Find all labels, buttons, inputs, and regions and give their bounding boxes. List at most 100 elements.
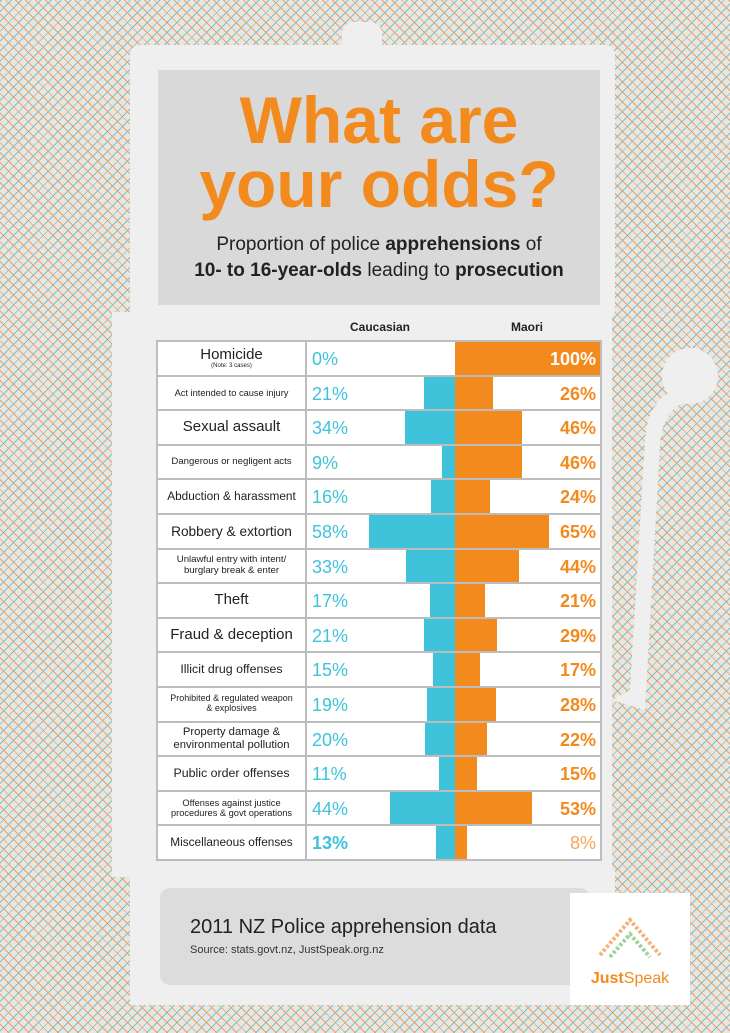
row-label: Public order offenses (173, 767, 289, 781)
logo-mark (595, 910, 665, 960)
bar (405, 411, 455, 444)
bar (455, 515, 549, 548)
value-label: 11% (312, 757, 347, 791)
value-label: 65% (560, 515, 596, 549)
row-label-cell: Dangerous or negligent acts (158, 446, 305, 479)
value-label: 33% (312, 550, 348, 584)
value-label: 28% (560, 688, 596, 722)
logo-chevron (600, 920, 660, 955)
value-label: 16% (312, 480, 348, 514)
row-label: Fraud & deception (170, 627, 293, 644)
value-label: 46% (560, 446, 596, 480)
bar (455, 480, 490, 513)
value-label: 8% (570, 826, 596, 860)
row-label: Unlawful entry with intent/ burglary bre… (177, 555, 287, 576)
bar (455, 411, 522, 444)
bar (455, 446, 522, 479)
bar (455, 723, 487, 756)
row-label: Act intended to cause injury (175, 388, 289, 398)
logo-part: Just (591, 970, 624, 987)
value-label: 15% (312, 653, 348, 687)
value-label: 0% (312, 342, 338, 376)
footer-title: 2011 NZ Police apprehension data (190, 916, 497, 939)
bar (455, 653, 480, 686)
bar (433, 653, 455, 686)
value-label: 17% (560, 653, 596, 687)
row-label-cell: Robbery & extortion (158, 515, 305, 548)
bar (406, 550, 455, 583)
bar (455, 688, 496, 721)
row-label-cell: Public order offenses (158, 757, 305, 790)
value-label: 21% (560, 584, 596, 618)
value-label: 26% (560, 377, 596, 411)
value-label: 13% (312, 826, 348, 860)
row-label-cell: Theft (158, 584, 305, 617)
row-label: Offenses against justice procedures & go… (171, 798, 292, 818)
source: Source: stats.govt.nz, JustSpeak.org.nz (190, 944, 384, 956)
bar (439, 757, 455, 790)
column-header: Maori (457, 320, 597, 334)
value-label: 17% (312, 584, 348, 618)
bar (369, 515, 455, 548)
row-label-cell: Unlawful entry with intent/ burglary bre… (158, 550, 305, 583)
value-label: 21% (312, 377, 348, 411)
bar (455, 550, 519, 583)
row-label: Prohibited & regulated weapon & explosiv… (170, 694, 292, 714)
value-label: 58% (312, 515, 348, 549)
bar (442, 446, 455, 479)
row-label-cell: Offenses against justice procedures & go… (158, 792, 305, 825)
value-label: 53% (560, 792, 596, 826)
bar (455, 584, 485, 617)
bar (427, 688, 455, 721)
value-label: 9% (312, 446, 338, 480)
value-label: 44% (312, 792, 348, 826)
row-label-cell: Property damage & environmental pollutio… (158, 723, 305, 756)
row-label-cell: Homicide(Note: 3 cases) (158, 342, 305, 375)
logo-chevron (610, 934, 650, 957)
page: What are your odds? Proportion of police… (0, 0, 730, 1033)
bar (436, 826, 455, 859)
row-label: Dangerous or negligent acts (171, 457, 291, 468)
bar (430, 584, 455, 617)
row-label-cell: Sexual assault (158, 411, 305, 444)
row-label-cell: Prohibited & regulated weapon & explosiv… (158, 688, 305, 721)
row-label: Illicit drug offenses (180, 663, 282, 677)
bar (425, 723, 455, 756)
bar (424, 377, 455, 410)
row-label-cell: Abduction & harassment (158, 480, 305, 513)
row-label: Robbery & extortion (171, 524, 292, 539)
row-label: Abduction & harassment (167, 490, 296, 503)
value-label: 100% (550, 342, 596, 376)
row-label-cell: Illicit drug offenses (158, 653, 305, 686)
value-label: 29% (560, 619, 596, 653)
bar (455, 757, 477, 790)
bar (455, 619, 497, 652)
value-label: 15% (560, 757, 596, 791)
value-label: 44% (560, 550, 596, 584)
row-label-cell: Fraud & deception (158, 619, 305, 652)
value-label: 21% (312, 619, 348, 653)
logo-part: Speak (624, 970, 669, 987)
bar (455, 377, 493, 410)
bar (455, 792, 532, 825)
row-label: Theft (214, 592, 248, 609)
bar (455, 826, 467, 859)
row-label-cell: Miscellaneous offenses (158, 826, 305, 859)
row-label: Miscellaneous offenses (170, 836, 292, 849)
annotation: (Note: 3 cases) (211, 363, 252, 370)
bar (431, 480, 455, 513)
row-label-cell: Act intended to cause injury (158, 377, 305, 410)
value-label: 19% (312, 688, 348, 722)
bar (390, 792, 455, 825)
value-label: 46% (560, 411, 596, 445)
row-label: Homicide (200, 347, 263, 364)
value-label: 20% (312, 723, 348, 757)
row-label: Sexual assault (183, 419, 281, 436)
chart: CaucasianMaoriHomicide(Note: 3 cases)0%1… (0, 0, 730, 1033)
row-label: Property damage & environmental pollutio… (173, 726, 289, 751)
column-header: Caucasian (310, 320, 450, 334)
bar (424, 619, 455, 652)
value-label: 24% (560, 480, 596, 514)
value-label: 34% (312, 411, 348, 445)
logo-text: JustSpeak (570, 970, 690, 988)
